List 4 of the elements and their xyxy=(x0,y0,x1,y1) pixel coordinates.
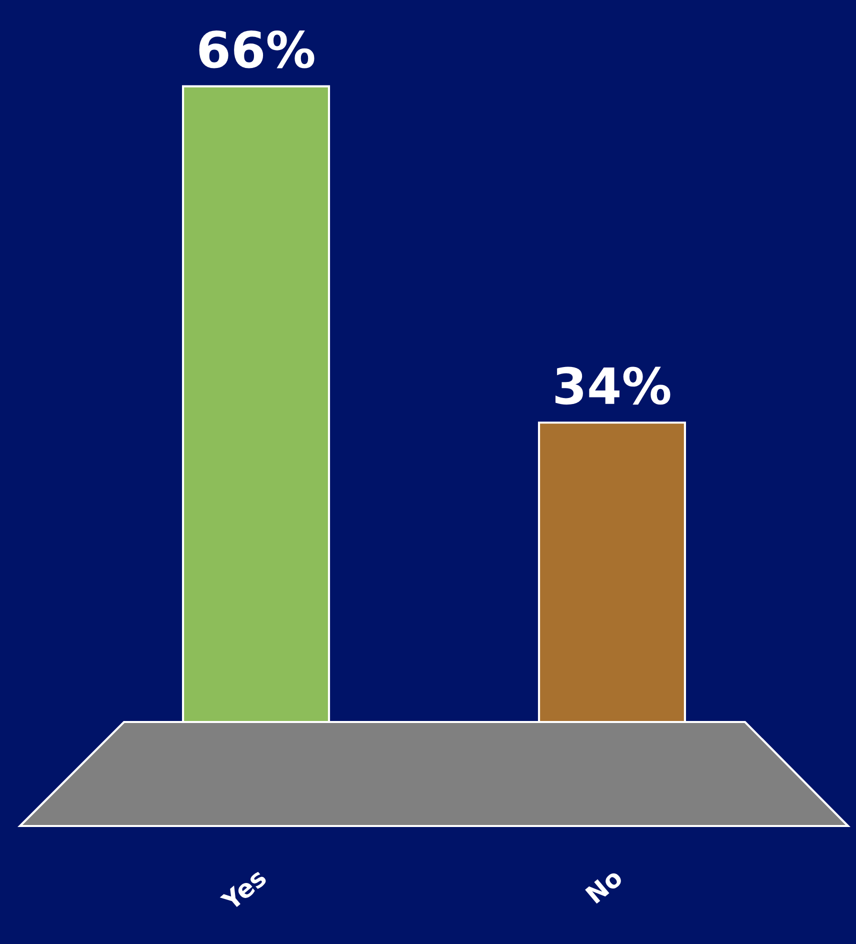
data-label: 34% xyxy=(555,366,670,405)
data-label: 66% xyxy=(199,30,314,68)
x-tick-label: No xyxy=(585,867,624,904)
x-tick-label: Yes xyxy=(220,867,268,912)
